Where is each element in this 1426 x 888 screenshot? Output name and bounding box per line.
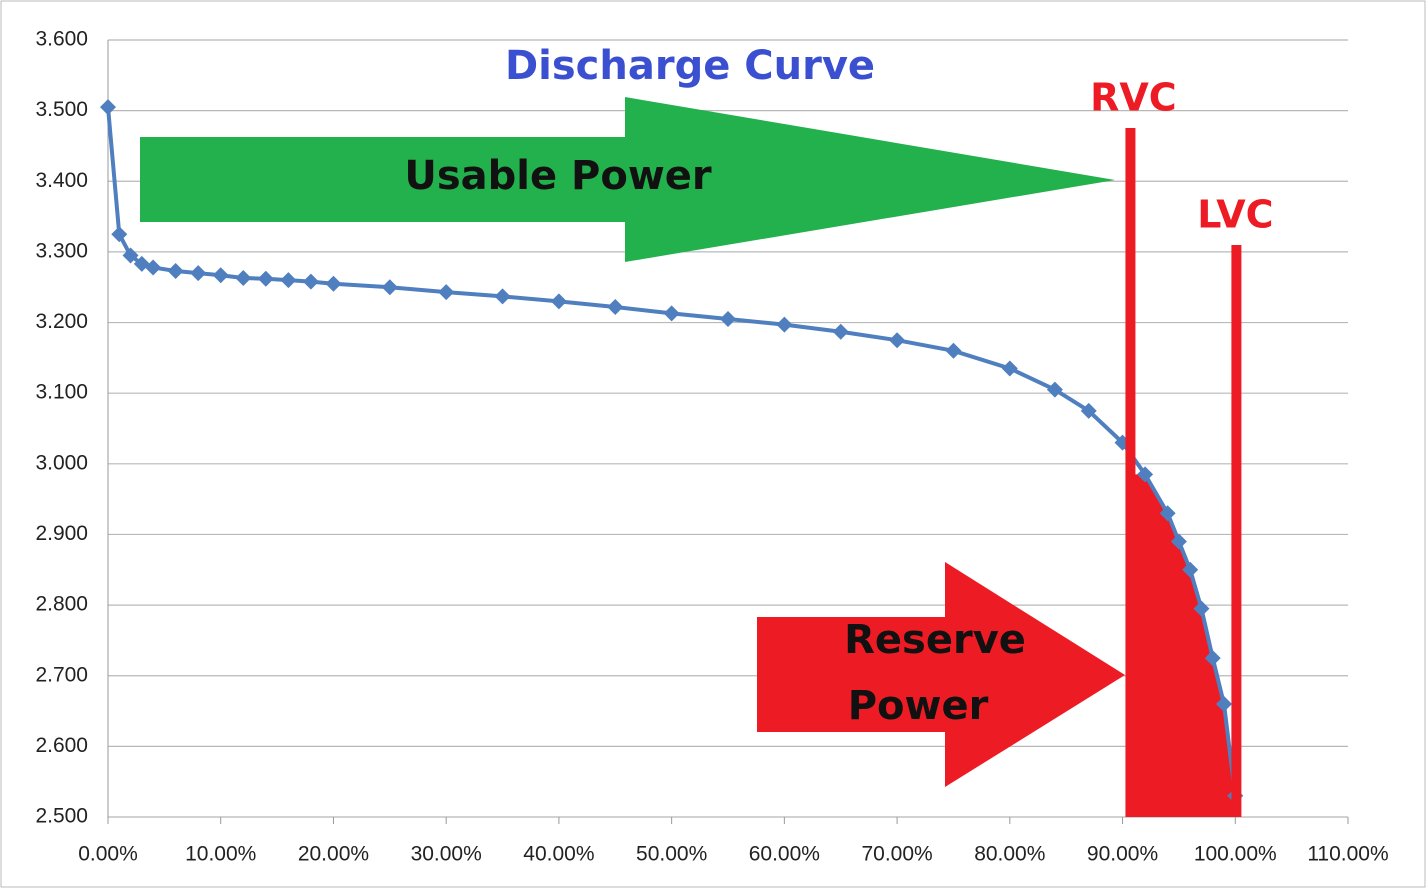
lvc-line bbox=[1231, 245, 1242, 817]
y-tick-label: 3.400 bbox=[35, 169, 88, 192]
point bbox=[302, 273, 319, 290]
reserve-label: Reserve bbox=[844, 617, 1026, 663]
point bbox=[325, 275, 342, 292]
point bbox=[1170, 533, 1187, 550]
y-tick-label: 3.100 bbox=[35, 381, 88, 404]
point bbox=[167, 262, 184, 279]
reserve-area bbox=[1130, 474, 1237, 817]
y-tick-label: 2.600 bbox=[35, 734, 88, 757]
point bbox=[1204, 650, 1221, 667]
x-tick-label: 20.00% bbox=[298, 843, 369, 866]
y-tick-label: 3.300 bbox=[35, 239, 88, 262]
chart-title: Discharge Curve bbox=[505, 43, 875, 89]
point bbox=[1182, 561, 1199, 578]
point bbox=[776, 316, 793, 333]
point bbox=[122, 247, 139, 264]
point bbox=[550, 293, 567, 310]
point bbox=[1080, 402, 1097, 419]
x-tick-label: 0.00% bbox=[78, 843, 138, 866]
x-tick-label: 110.00% bbox=[1307, 843, 1388, 866]
point bbox=[1046, 381, 1063, 398]
point bbox=[438, 284, 455, 301]
x-tick-label: 40.00% bbox=[523, 843, 594, 866]
x-tick-label: 80.00% bbox=[974, 843, 1045, 866]
point bbox=[212, 267, 229, 284]
x-tick-label: 90.00% bbox=[1087, 843, 1158, 866]
y-tick-label: 3.000 bbox=[35, 451, 88, 474]
point bbox=[1159, 505, 1176, 522]
y-tick-label: 2.800 bbox=[35, 593, 88, 616]
point bbox=[1193, 600, 1210, 617]
point bbox=[1001, 360, 1018, 377]
x-tick-label: 30.00% bbox=[411, 843, 482, 866]
y-tick-label: 3.200 bbox=[35, 310, 88, 333]
y-tick-label: 2.700 bbox=[35, 663, 88, 686]
point bbox=[720, 311, 736, 328]
point bbox=[145, 259, 162, 276]
x-tick-label: 60.00% bbox=[749, 843, 820, 866]
point bbox=[111, 226, 128, 243]
point bbox=[235, 270, 252, 287]
point bbox=[381, 279, 398, 296]
point bbox=[889, 332, 906, 349]
y-tick-label: 3.500 bbox=[35, 98, 88, 121]
point bbox=[494, 288, 511, 305]
y-tick-label: 2.500 bbox=[35, 805, 88, 828]
x-tick-label: 10.00% bbox=[185, 843, 256, 866]
point bbox=[280, 272, 297, 289]
reserve-arrow bbox=[757, 562, 1125, 787]
point bbox=[257, 270, 274, 287]
usable-arrow bbox=[140, 97, 1115, 262]
point bbox=[1216, 695, 1232, 712]
lvc-label: LVC bbox=[1197, 193, 1273, 237]
point bbox=[663, 305, 680, 322]
reserve-label: Power bbox=[848, 683, 989, 729]
point bbox=[190, 265, 207, 282]
point bbox=[832, 323, 849, 340]
rvc-line bbox=[1125, 128, 1136, 817]
rvc-label: RVC bbox=[1090, 76, 1177, 120]
plot bbox=[100, 99, 1244, 817]
point bbox=[100, 99, 116, 116]
point bbox=[1137, 466, 1154, 483]
x-tick-label: 100.00% bbox=[1194, 843, 1277, 866]
y-tick-label: 2.900 bbox=[35, 522, 88, 545]
point bbox=[607, 299, 624, 316]
y-tick-label: 3.600 bbox=[35, 28, 88, 51]
x-tick-label: 50.00% bbox=[636, 843, 707, 866]
usable-label: Usable Power bbox=[404, 153, 712, 199]
x-tick-label: 70.00% bbox=[861, 843, 932, 866]
point bbox=[945, 342, 962, 359]
